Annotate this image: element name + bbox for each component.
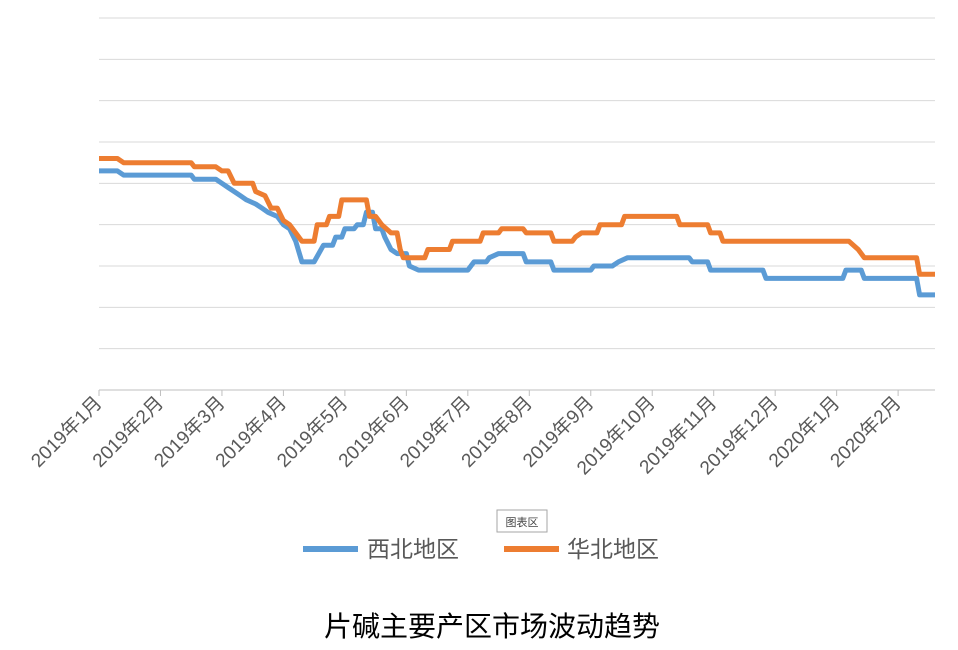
x-tick-labels: 2019年1月2019年2月2019年3月2019年4月2019年5月2019年… [27,392,906,479]
legend-label-northwest: 西北地区 [367,537,459,563]
series-lines [99,156,935,298]
chart-area-chip-label: 图表区 [506,515,539,529]
x-axis [98,389,935,396]
series-line-northwest[interactable] [99,168,935,298]
series-line-north-china[interactable] [99,156,935,277]
chart-title: 片碱主要产区市场波动趋势 [324,610,660,643]
legend-label-north-china: 华北地区 [567,537,659,563]
legend-item-north-china[interactable]: 华北地区 [504,537,659,563]
chart-area-chip[interactable]: 图表区 [496,509,548,533]
legend-item-northwest[interactable]: 西北地区 [303,537,459,563]
chart-area-chip-box [496,509,548,533]
legend: 西北地区 华北地区 [303,537,659,563]
